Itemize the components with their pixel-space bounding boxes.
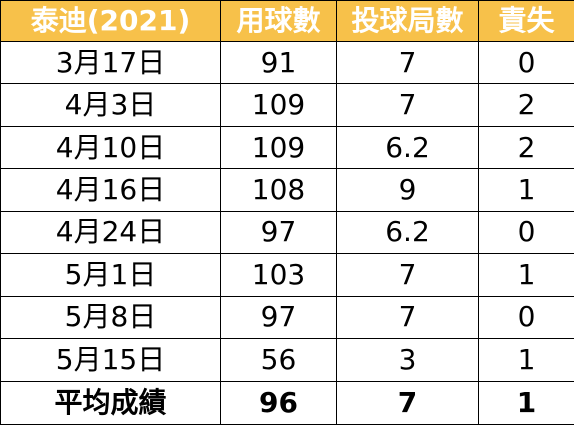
- cell-pitch-count: 108: [220, 168, 337, 212]
- cell-earned-runs: 0: [478, 295, 574, 340]
- cell-earned-runs: 1: [478, 253, 574, 297]
- table-row: 4月16日 108 9 1: [0, 168, 574, 212]
- table-row: 5月8日 97 7 0: [0, 295, 574, 340]
- cell-date: 5月15日: [0, 338, 221, 382]
- table-row: 3月17日 91 7 0: [0, 40, 574, 85]
- cell-pitch-count: 109: [220, 83, 337, 127]
- cell-earned-runs: 2: [478, 125, 574, 170]
- cell-innings: 7: [336, 40, 479, 85]
- table-row: 5月15日 56 3 1: [0, 338, 574, 382]
- cell-pitch-count: 97: [220, 295, 337, 340]
- summary-earned-runs: 1: [478, 380, 574, 425]
- cell-innings: 7: [336, 253, 479, 297]
- cell-pitch-count: 103: [220, 253, 337, 297]
- summary-innings: 7: [336, 380, 479, 425]
- cell-pitch-count: 109: [220, 125, 337, 170]
- cell-earned-runs: 0: [478, 40, 574, 85]
- cell-pitch-count: 97: [220, 210, 337, 255]
- table-row: 5月1日 103 7 1: [0, 253, 574, 297]
- summary-row: 平均成績 96 7 1: [0, 380, 574, 425]
- cell-date: 4月24日: [0, 210, 221, 255]
- cell-earned-runs: 0: [478, 210, 574, 255]
- cell-earned-runs: 2: [478, 83, 574, 127]
- summary-label: 平均成績: [0, 380, 221, 425]
- cell-pitch-count: 91: [220, 40, 337, 85]
- cell-date: 4月3日: [0, 83, 221, 127]
- header-earned-runs: 責失: [478, 0, 574, 42]
- cell-innings: 7: [336, 83, 479, 127]
- table-row: 4月24日 97 6.2 0: [0, 210, 574, 255]
- header-innings-pitched: 投球局數: [336, 0, 479, 42]
- summary-pitch-count: 96: [220, 380, 337, 425]
- cell-date: 4月10日: [0, 125, 221, 170]
- cell-innings: 7: [336, 295, 479, 340]
- cell-innings: 6.2: [336, 125, 479, 170]
- table-row: 4月3日 109 7 2: [0, 83, 574, 127]
- cell-date: 3月17日: [0, 40, 221, 85]
- cell-pitch-count: 56: [220, 338, 337, 382]
- table-row: 4月10日 109 6.2 2: [0, 125, 574, 170]
- cell-innings: 6.2: [336, 210, 479, 255]
- cell-date: 5月8日: [0, 295, 221, 340]
- cell-earned-runs: 1: [478, 338, 574, 382]
- table-header-row: 泰迪(2021) 用球數 投球局數 責失: [0, 0, 574, 42]
- header-pitch-count: 用球數: [220, 0, 337, 42]
- cell-date: 4月16日: [0, 168, 221, 212]
- cell-earned-runs: 1: [478, 168, 574, 212]
- header-player-year: 泰迪(2021): [0, 0, 221, 42]
- cell-innings: 9: [336, 168, 479, 212]
- cell-innings: 3: [336, 338, 479, 382]
- cell-date: 5月1日: [0, 253, 221, 297]
